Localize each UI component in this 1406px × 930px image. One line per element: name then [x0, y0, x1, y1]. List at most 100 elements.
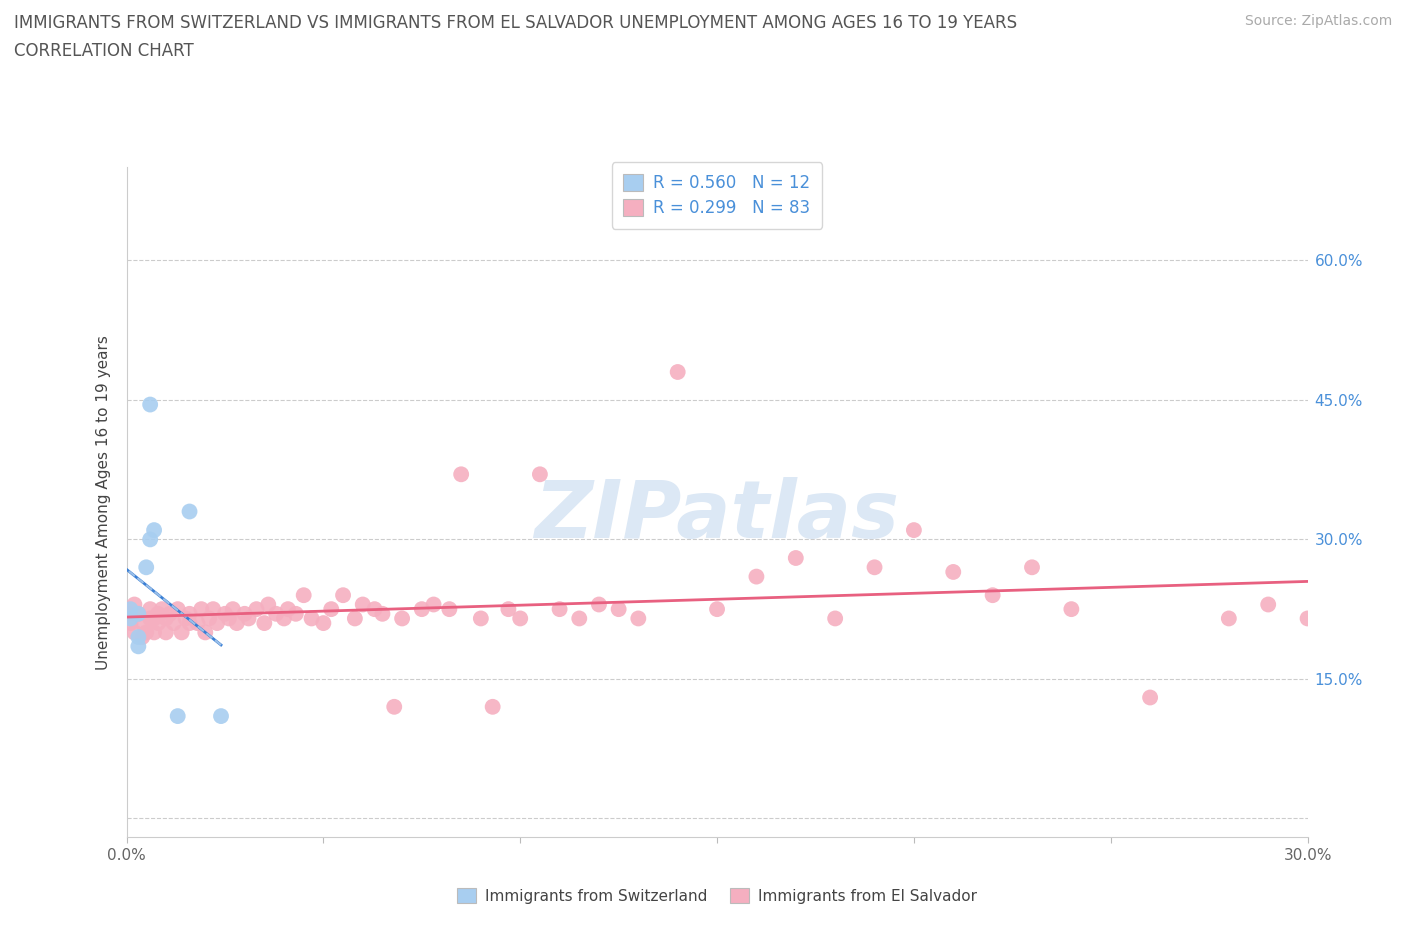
Point — [529, 467, 551, 482]
Point — [332, 588, 354, 603]
Point — [1296, 611, 1319, 626]
Point — [166, 709, 188, 724]
Point — [127, 606, 149, 621]
Point — [238, 611, 260, 626]
Point — [391, 611, 413, 626]
Point — [155, 625, 177, 640]
Point — [439, 602, 461, 617]
Point — [352, 597, 374, 612]
Point — [170, 625, 193, 640]
Point — [607, 602, 630, 617]
Point — [292, 588, 315, 603]
Point — [120, 606, 142, 621]
Point — [371, 606, 394, 621]
Point — [548, 602, 571, 617]
Point — [588, 597, 610, 612]
Legend: Immigrants from Switzerland, Immigrants from El Salvador: Immigrants from Switzerland, Immigrants … — [451, 882, 983, 910]
Point — [163, 616, 186, 631]
Point — [146, 606, 169, 621]
Point — [198, 611, 221, 626]
Point — [139, 602, 162, 617]
Point — [981, 588, 1004, 603]
Point — [382, 699, 405, 714]
Text: IMMIGRANTS FROM SWITZERLAND VS IMMIGRANTS FROM EL SALVADOR UNEMPLOYMENT AMONG AG: IMMIGRANTS FROM SWITZERLAND VS IMMIGRANT… — [14, 14, 1017, 32]
Point — [120, 616, 142, 631]
Point — [498, 602, 520, 617]
Point — [139, 397, 162, 412]
Point — [214, 606, 236, 621]
Point — [301, 611, 323, 626]
Point — [127, 606, 149, 621]
Point — [143, 523, 166, 538]
Point — [824, 611, 846, 626]
Text: ZIPatlas: ZIPatlas — [534, 476, 900, 554]
Point — [509, 611, 531, 626]
Point — [942, 565, 965, 579]
Point — [186, 616, 208, 631]
Point — [277, 602, 299, 617]
Point — [174, 611, 197, 626]
Point — [363, 602, 385, 617]
Point — [1139, 690, 1161, 705]
Point — [131, 630, 153, 644]
Point — [131, 616, 153, 631]
Point — [135, 560, 157, 575]
Text: CORRELATION CHART: CORRELATION CHART — [14, 42, 194, 60]
Point — [150, 602, 173, 617]
Point — [159, 606, 181, 621]
Point — [450, 467, 472, 482]
Point — [863, 560, 886, 575]
Point — [470, 611, 492, 626]
Point — [233, 606, 256, 621]
Point — [120, 602, 142, 617]
Point — [312, 616, 335, 631]
Point — [284, 606, 307, 621]
Point — [127, 630, 149, 644]
Point — [273, 611, 295, 626]
Point — [666, 365, 689, 379]
Point — [143, 611, 166, 626]
Point — [143, 625, 166, 640]
Point — [321, 602, 343, 617]
Point — [179, 504, 201, 519]
Point — [568, 611, 591, 626]
Point — [218, 611, 240, 626]
Point — [785, 551, 807, 565]
Y-axis label: Unemployment Among Ages 16 to 19 years: Unemployment Among Ages 16 to 19 years — [96, 335, 111, 670]
Point — [139, 532, 162, 547]
Point — [190, 602, 212, 617]
Point — [155, 611, 177, 626]
Point — [257, 597, 280, 612]
Text: Source: ZipAtlas.com: Source: ZipAtlas.com — [1244, 14, 1392, 28]
Point — [179, 606, 201, 621]
Point — [146, 616, 169, 631]
Point — [225, 616, 247, 631]
Point — [135, 625, 157, 640]
Point — [202, 602, 225, 617]
Point — [205, 616, 228, 631]
Point — [706, 602, 728, 617]
Point — [745, 569, 768, 584]
Point — [194, 625, 217, 640]
Point — [245, 602, 267, 617]
Point — [139, 611, 162, 626]
Point — [627, 611, 650, 626]
Point — [124, 597, 146, 612]
Point — [1021, 560, 1043, 575]
Point — [179, 616, 201, 631]
Point — [264, 606, 287, 621]
Point — [481, 699, 503, 714]
Point — [253, 616, 276, 631]
Point — [209, 709, 232, 724]
Point — [1257, 597, 1279, 612]
Point — [166, 602, 188, 617]
Point — [124, 625, 146, 640]
Point — [120, 611, 142, 626]
Point — [903, 523, 925, 538]
Point — [127, 639, 149, 654]
Point — [411, 602, 433, 617]
Point — [222, 602, 245, 617]
Point — [343, 611, 366, 626]
Point — [422, 597, 444, 612]
Point — [1218, 611, 1240, 626]
